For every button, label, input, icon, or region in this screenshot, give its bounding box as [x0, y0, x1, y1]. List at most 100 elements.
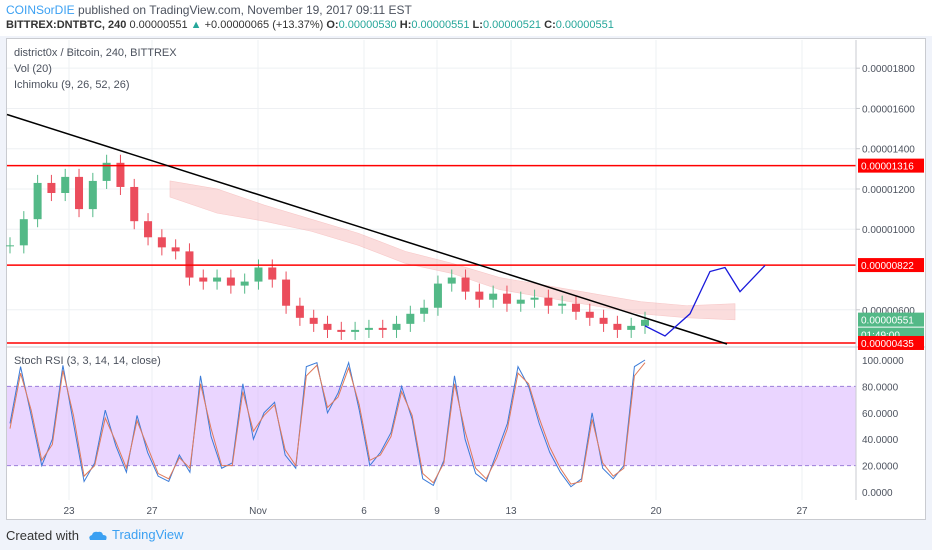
- candle-body: [295, 305, 304, 318]
- x-tick-label: 6: [361, 506, 367, 517]
- candle-body: [254, 267, 263, 282]
- candle-body: [571, 303, 580, 312]
- candle-body: [447, 277, 456, 284]
- price-label-tag: [858, 258, 924, 273]
- candle-body: [475, 291, 484, 300]
- candle-body: [157, 237, 166, 248]
- candle-body: [171, 247, 180, 252]
- x-tick-label: 27: [146, 506, 158, 517]
- author-link[interactable]: COINSorDIE: [6, 3, 75, 17]
- price-candles: [6, 154, 649, 340]
- price-label-tag: [858, 335, 924, 350]
- candle-body: [130, 186, 139, 222]
- candle-body: [627, 325, 636, 330]
- open-value: 0.00000530: [338, 19, 397, 31]
- publish-line: COINSorDIE published on TradingView.com,…: [6, 3, 412, 17]
- x-tick-label: 13: [505, 506, 517, 517]
- candle-body: [282, 279, 291, 306]
- y-tick-label: 0.00000600: [862, 306, 915, 317]
- published-text: published on TradingView.com, November 1…: [78, 3, 412, 17]
- candle-body: [309, 317, 318, 324]
- candle-body: [102, 162, 111, 181]
- x-tick-label: Nov: [249, 506, 267, 517]
- candle-body: [226, 277, 235, 286]
- drawings[interactable]: [6, 113, 856, 345]
- candle-body: [502, 293, 511, 304]
- stoch-tick-label: 100.0000: [862, 356, 904, 367]
- candle-body: [516, 299, 525, 304]
- ichimoku-cloud: [169, 180, 736, 321]
- candle-body: [364, 327, 373, 330]
- price-change: +0.00000065 (+13.37%): [204, 19, 324, 31]
- stoch-band-fill: [7, 386, 856, 466]
- stoch-band: [7, 385, 856, 467]
- candle-body: [641, 319, 649, 326]
- y-tick-label: 0.00001200: [862, 185, 915, 196]
- candle-body: [88, 180, 97, 210]
- candle-body: [337, 329, 346, 332]
- open-label: O:: [326, 19, 339, 31]
- candle-body: [323, 323, 332, 330]
- price-label-text: 0.00001316: [861, 162, 914, 173]
- candle-body: [19, 219, 28, 246]
- stoch-tick-label: 80.0000: [862, 382, 899, 393]
- close-value: 0.00000551: [555, 19, 614, 31]
- stoch-lines: [9, 359, 646, 488]
- x-tick-label: 9: [434, 506, 440, 517]
- candle-body: [240, 281, 249, 286]
- y-tick-label: 0.00001000: [862, 225, 915, 236]
- legend-vol: Vol (20): [14, 63, 52, 75]
- up-arrow-icon: ▲: [190, 19, 202, 31]
- candle-body: [392, 323, 401, 330]
- candle-body: [268, 267, 277, 280]
- axes: 0.00001800 0.00001600 0.00001400 0.00001200…: [7, 40, 926, 517]
- candle-body: [613, 323, 622, 330]
- close-label: C:: [544, 19, 556, 31]
- legend-title: district0x / Bitcoin, 240, BITTREX: [14, 47, 177, 59]
- low-label: L:: [472, 19, 483, 31]
- x-tick-label: 23: [63, 506, 75, 517]
- high-value: 0.00000551: [411, 19, 470, 31]
- y-tick-label: 0.00001600: [862, 104, 915, 115]
- candle-body: [351, 329, 360, 332]
- candle-body: [378, 327, 387, 330]
- price-label-tag: [858, 158, 924, 173]
- candle-body: [433, 283, 442, 308]
- candle-body: [558, 303, 567, 306]
- legend-stoch: Stoch RSI (3, 3, 14, 14, close): [14, 355, 161, 367]
- stoch-tick-label: 60.0000: [862, 409, 899, 420]
- symbol-label: BITTREX:DNTBTC, 240: [6, 19, 127, 31]
- stoch-tick-label: 0.0000: [862, 488, 893, 499]
- price-label-tag: [858, 312, 924, 327]
- ohlc-line: BITTREX:DNTBTC, 240 0.00000551 ▲ +0.0000…: [6, 19, 614, 31]
- candle-body: [585, 311, 594, 318]
- candle-body: [199, 277, 208, 282]
- projection-path[interactable]: [644, 265, 766, 337]
- candle-body: [61, 176, 70, 193]
- price-label-text: 0.00000435: [861, 339, 914, 350]
- candle-body: [599, 317, 608, 324]
- stoch-tick-label: 20.0000: [862, 462, 899, 473]
- candle-body: [489, 293, 498, 300]
- candle-body: [47, 182, 56, 193]
- x-tick-label: 20: [650, 506, 662, 517]
- price-label-text: 0.00000822: [861, 261, 914, 272]
- stoch-k-line: [9, 359, 646, 488]
- price-label-text: 0.00000551: [861, 316, 914, 327]
- candle-body: [420, 307, 429, 314]
- candle-body: [461, 277, 470, 292]
- stoch-d-line: [9, 362, 646, 485]
- x-tick-label: 27: [796, 506, 808, 517]
- y-tick-label: 0.00001800: [862, 64, 915, 75]
- cloud-area: [169, 180, 736, 321]
- low-value: 0.00000521: [482, 19, 542, 31]
- candle-body: [33, 182, 42, 220]
- last-price: 0.00000551: [129, 19, 188, 31]
- tradingview-brand-link[interactable]: TradingView: [88, 527, 184, 542]
- candle-body: [544, 297, 553, 306]
- candle-body: [213, 277, 222, 282]
- trend-line[interactable]: [6, 113, 728, 345]
- created-with-text: Created with: [6, 528, 79, 543]
- candle-body: [406, 313, 415, 324]
